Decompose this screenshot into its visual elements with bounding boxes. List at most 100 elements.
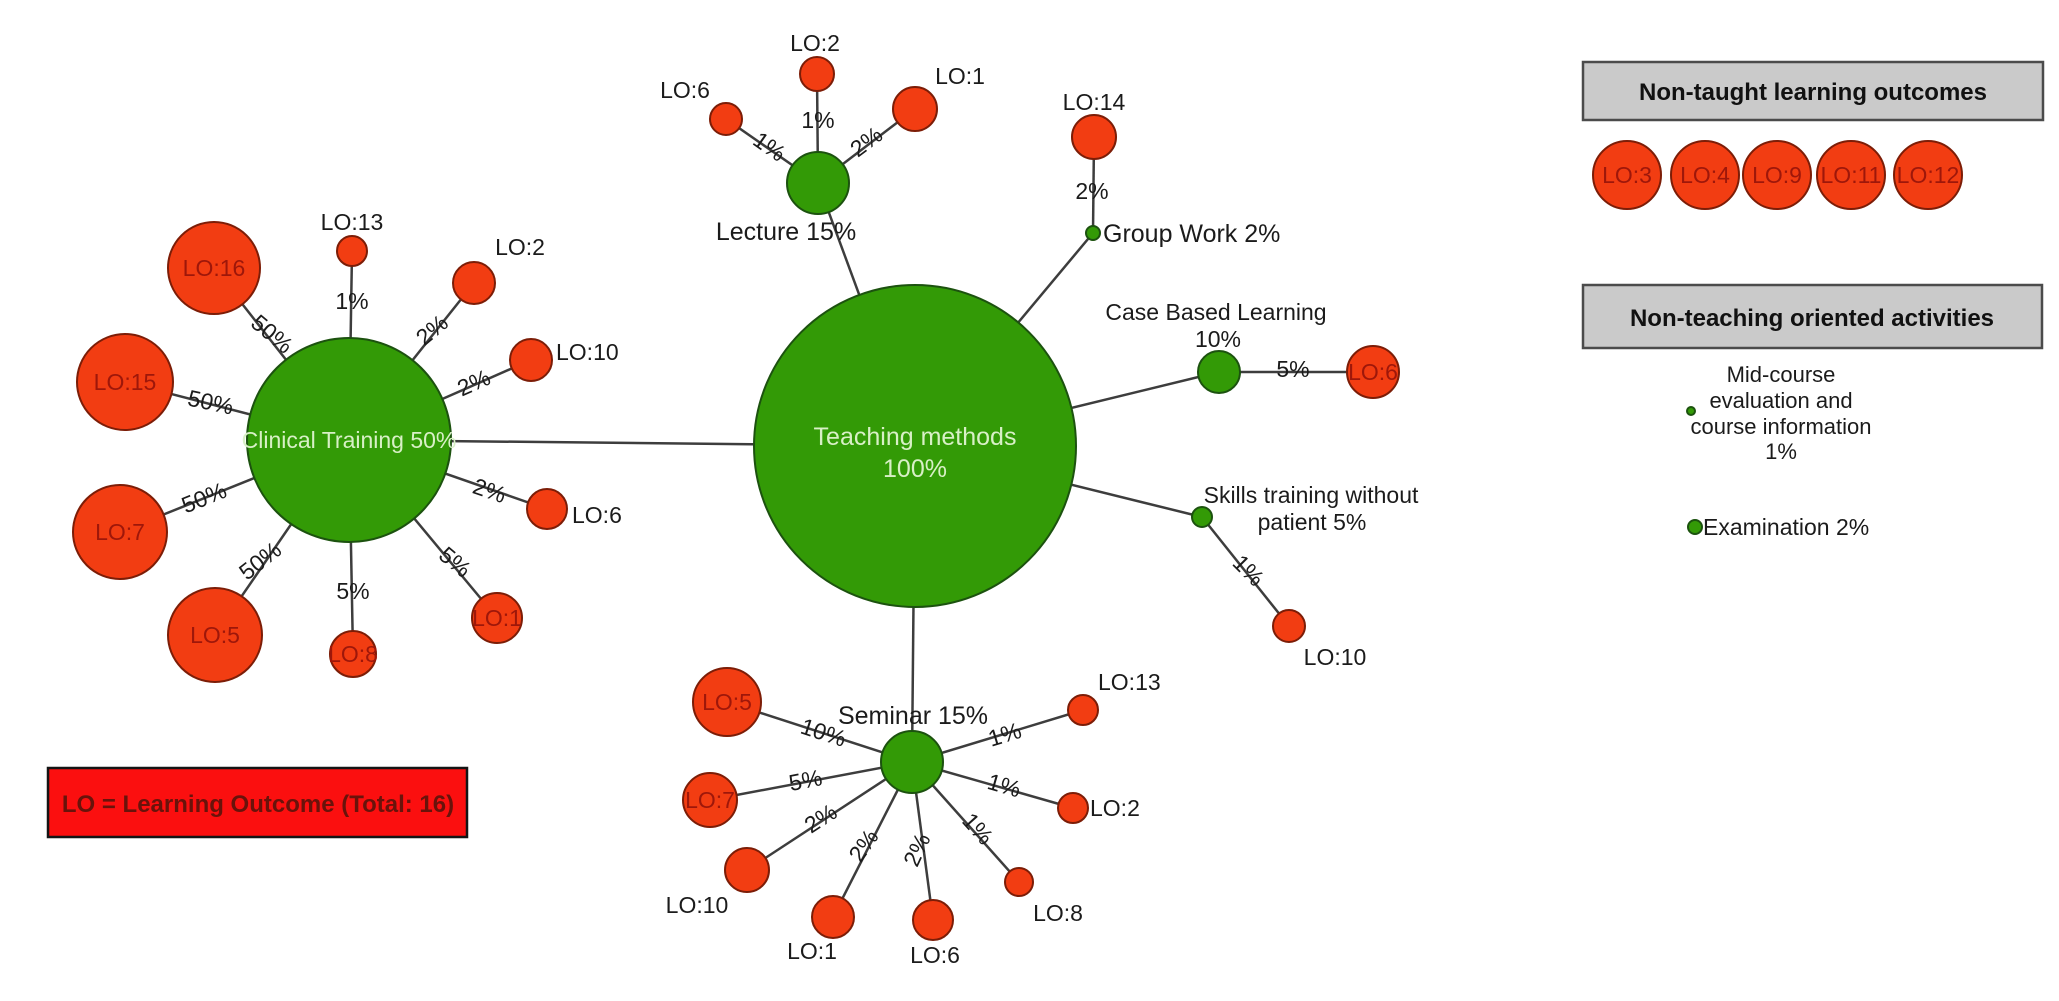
node-seminar-lo1 <box>811 895 855 939</box>
node-seminar-lo2 <box>1057 792 1089 824</box>
label-seminar-lo13: LO:13 <box>1098 669 1161 695</box>
node-seminar-lo8 <box>1004 867 1034 897</box>
node-lecture-lo6 <box>709 102 743 136</box>
label-mid-course-line4: 1% <box>1765 439 1797 464</box>
label-case-based-line2: 10% <box>1195 326 1241 352</box>
edge-seminar-lo13: 1% <box>985 717 1024 752</box>
node-lecture <box>786 151 850 215</box>
node-clinical-lo13 <box>336 235 368 267</box>
node-skills-lo10 <box>1272 609 1306 643</box>
label-clinical-lo5: LO:5 <box>190 622 240 648</box>
node-clinical-training <box>246 337 452 543</box>
label-seminar-lo1: LO:1 <box>787 938 837 964</box>
label-teaching-methods-line1: Teaching methods <box>814 423 1017 451</box>
label-group-work: Group Work 2% <box>1103 220 1280 248</box>
edge-casebased-lo6: 5% <box>1276 356 1309 382</box>
node-seminar-lo13 <box>1067 694 1099 726</box>
edge-seminar-lo6: 2% <box>898 829 936 870</box>
mid-course-dot <box>1686 406 1696 416</box>
edge-seminar-lo7: 5% <box>787 764 825 796</box>
node-case-based-learning <box>1197 350 1241 394</box>
label-seminar-lo7: LO:7 <box>685 787 735 813</box>
node-nontaught-lo3 <box>1592 140 1662 210</box>
link-seminar-lo7 <box>709 760 913 802</box>
non-teaching-title: Non-teaching oriented activities <box>1630 305 1994 332</box>
panel-non-teaching: Non-teaching oriented activities Mid-cou… <box>1581 283 2044 540</box>
label-skills-line2: patient 5% <box>1258 509 1367 535</box>
legend-box: LO = Learning Outcome (Total: 16) <box>46 766 469 839</box>
label-casebased-lo6: LO:6 <box>1348 359 1398 385</box>
node-clinical-lo5 <box>167 587 263 683</box>
node-teaching-methods <box>753 284 1077 608</box>
edge-clinical-lo13: 1% <box>335 288 368 314</box>
edge-seminar-lo2: 1% <box>985 768 1024 802</box>
node-lecture-lo1 <box>892 86 938 132</box>
node-nontaught-lo11 <box>1816 140 1886 210</box>
label-clinical-lo10: LO:10 <box>556 339 619 365</box>
node-casebased-lo6 <box>1346 345 1400 399</box>
edge-clinical-lo6: 2% <box>470 473 510 508</box>
panel-non-taught: Non-taught learning outcomes LO:3 LO:4 L… <box>1581 60 2045 210</box>
node-lecture-lo2 <box>799 56 835 92</box>
label-skills-line1: Skills training without <box>1204 482 1419 508</box>
label-seminar-lo6: LO:6 <box>910 942 960 968</box>
legend-box-rect <box>46 766 469 839</box>
node-clinical-lo10 <box>509 338 553 382</box>
non-taught-title: Non-taught learning outcomes <box>1639 79 1987 106</box>
node-seminar-lo5 <box>692 667 762 737</box>
label-clinical-lo2: LO:2 <box>495 234 545 260</box>
link-skills-lo10 <box>1201 516 1290 627</box>
label-nontaught-lo3: LO:3 <box>1602 162 1652 188</box>
label-seminar-lo10: LO:10 <box>666 892 729 918</box>
label-clinical-lo1: LO:1 <box>472 605 522 631</box>
node-group-work <box>1085 225 1101 241</box>
label-clinical-lo13: LO:13 <box>321 209 384 235</box>
edge-clinical-lo10: 2% <box>453 364 494 401</box>
edge-lecture-lo2: 1% <box>801 107 834 133</box>
edge-clinical-lo1: 5% <box>434 541 476 582</box>
node-clinical-lo7 <box>72 484 168 580</box>
edge-clinical-lo7: 50% <box>178 477 230 518</box>
label-clinical-lo16: LO:16 <box>183 255 246 281</box>
node-clinical-lo1 <box>471 592 523 644</box>
label-nontaught-lo4: LO:4 <box>1680 162 1730 188</box>
label-lecture-lo2: LO:2 <box>790 30 840 56</box>
label-clinical-lo8: LO:8 <box>328 641 378 667</box>
label-clinical-training: Clinical Training 50% <box>242 427 457 453</box>
edge-clinical-lo8: 5% <box>336 578 369 604</box>
legend-box-label: LO = Learning Outcome (Total: 16) <box>62 791 454 818</box>
label-teaching-methods-line2: 100% <box>883 455 947 483</box>
label-nontaught-lo9: LO:9 <box>1752 162 1802 188</box>
node-seminar-lo6 <box>912 899 954 941</box>
node-skills-training <box>1191 506 1213 528</box>
node-clinical-lo6 <box>526 488 568 530</box>
node-nontaught-lo9 <box>1742 140 1812 210</box>
label-seminar-lo2: LO:2 <box>1090 795 1140 821</box>
label-lecture: Lecture 15% <box>716 218 856 246</box>
node-nontaught-lo12 <box>1893 140 1963 210</box>
label-lecture-lo6: LO:6 <box>660 77 710 103</box>
non-taught-header-box <box>1581 60 2045 122</box>
node-seminar <box>880 730 944 794</box>
label-seminar-lo8: LO:8 <box>1033 900 1083 926</box>
node-groupwork-lo14 <box>1071 114 1117 160</box>
label-mid-course-line2: evaluation and <box>1709 388 1852 413</box>
examination-dot <box>1687 519 1703 535</box>
node-clinical-lo2 <box>452 261 496 305</box>
node-nontaught-lo4 <box>1670 140 1740 210</box>
label-nontaught-lo12: LO:12 <box>1897 162 1960 188</box>
label-lecture-lo1: LO:1 <box>935 63 985 89</box>
link-seminar-lo10 <box>746 760 913 872</box>
node-clinical-lo8 <box>329 630 377 678</box>
outcome-nodes <box>72 56 1400 941</box>
edge-seminar-lo8: 1% <box>957 808 999 850</box>
node-clinical-lo15 <box>76 333 174 431</box>
label-case-based-line1: Case Based Learning <box>1105 299 1326 325</box>
node-clinical-lo16 <box>167 221 261 315</box>
edge-lecture-lo1: 2% <box>845 121 887 162</box>
node-seminar-lo7 <box>682 772 738 828</box>
non-teaching-header-box <box>1581 283 2044 350</box>
label-seminar: Seminar 15% <box>838 702 988 730</box>
